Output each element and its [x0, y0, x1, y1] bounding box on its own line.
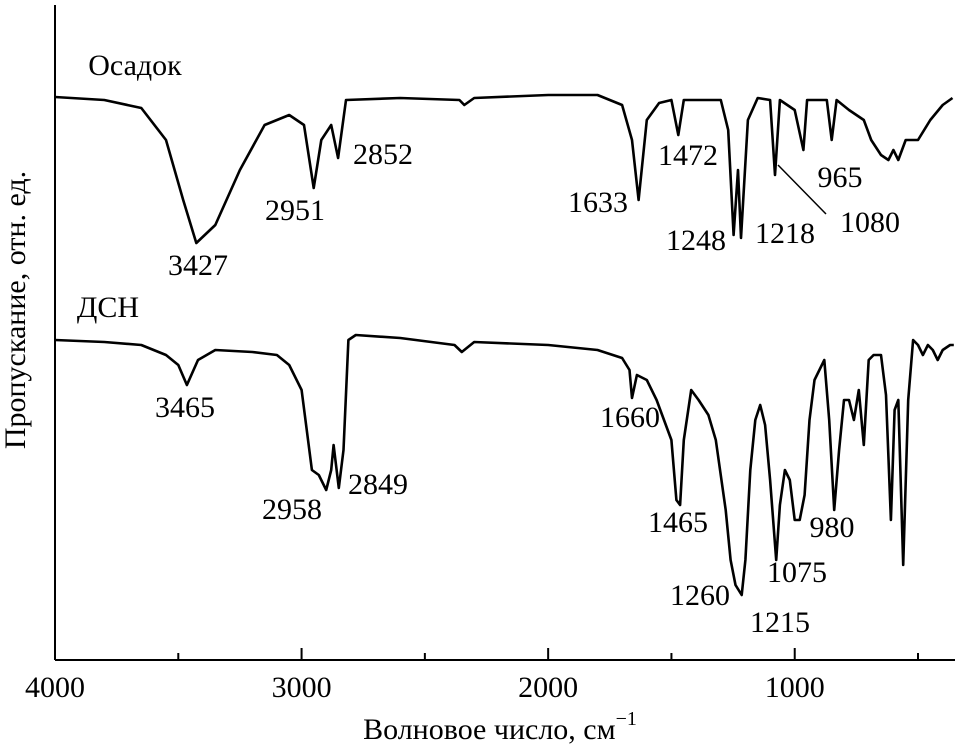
peak-label: 3465 [155, 391, 215, 424]
peak-label: 1215 [750, 606, 810, 639]
peak-label: 1660 [600, 401, 660, 434]
peak-label: 1465 [648, 506, 708, 539]
peak-label: 1472 [658, 139, 718, 172]
x-tick-label: 2000 [518, 671, 578, 704]
series-label: ДСН [77, 291, 139, 324]
peak-label: 1260 [670, 579, 730, 612]
spectrum-line [54, 93, 954, 245]
peak-label: 965 [818, 161, 863, 194]
peak-label: 2849 [348, 468, 408, 501]
spectrum-line [54, 333, 954, 597]
x-tick-label: 4000 [25, 671, 85, 704]
peak-label: 2958 [262, 493, 322, 526]
x-tick-label: 3000 [272, 671, 332, 704]
y-axis-label: Пропускание, отн. ед. [0, 171, 32, 449]
peak-label: 3427 [168, 249, 228, 282]
leader-line [777, 164, 827, 215]
peak-label: 1080 [840, 206, 900, 239]
peak-label: 1248 [666, 224, 726, 257]
x-axis-label: Волновое число, см−1 [363, 708, 637, 746]
series-label: Осадок [88, 49, 182, 82]
peak-label: 1633 [568, 186, 628, 219]
peak-label: 980 [810, 511, 855, 544]
peak-label: 2852 [353, 138, 413, 171]
peak-label: 1075 [767, 556, 827, 589]
peak-label: 1218 [755, 217, 815, 250]
x-axis-label-sup: −1 [616, 708, 637, 730]
x-tick-label: 1000 [765, 671, 825, 704]
x-axis-label-main: Волновое число, см [363, 713, 616, 746]
peak-label: 2951 [265, 194, 325, 227]
